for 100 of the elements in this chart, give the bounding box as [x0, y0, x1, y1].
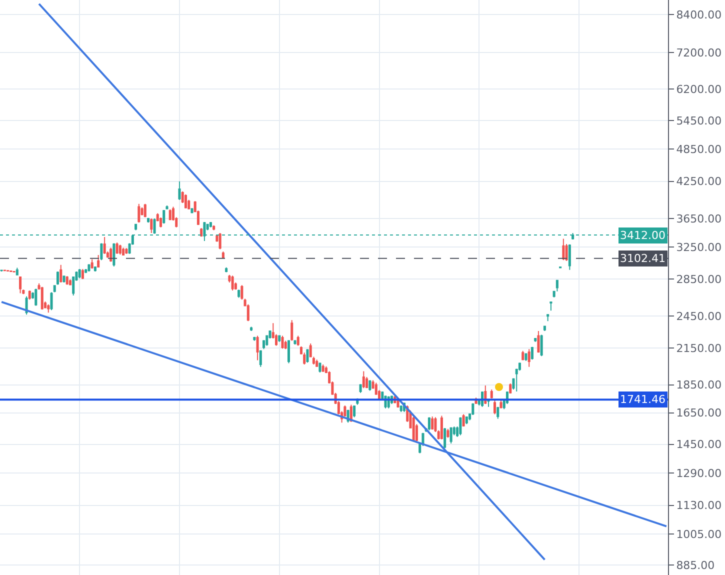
candlestick [19, 276, 22, 294]
candlestick [287, 340, 290, 364]
candlestick [543, 325, 546, 332]
candlestick [78, 268, 81, 279]
candlestick [231, 275, 234, 291]
candlestick [28, 290, 31, 300]
candlestick [253, 336, 256, 342]
candlestick [459, 416, 462, 436]
y-tick-label: 1850.00 [676, 378, 722, 392]
candlestick [368, 380, 372, 392]
candlestick [100, 242, 103, 261]
candlestick [500, 400, 502, 409]
candlestick [462, 414, 465, 427]
candlestick [262, 340, 266, 350]
y-tick-label: 1130.00 [676, 499, 722, 512]
candlestick [190, 208, 194, 214]
candlestick [250, 326, 253, 332]
candlestick [34, 288, 38, 306]
y-tick-label: 5450.00 [676, 114, 722, 128]
y-tick-label: 1450.00 [676, 438, 722, 452]
candlestick [40, 286, 44, 310]
candlestick [62, 275, 66, 284]
candlestick [540, 334, 543, 357]
candlestick [490, 388, 493, 399]
candlestick [524, 352, 528, 362]
candlestick [316, 359, 318, 368]
candlestick [88, 264, 90, 272]
candlestick [559, 266, 562, 269]
candlestick [353, 404, 356, 418]
candlestick [94, 266, 96, 272]
candlestick [3, 269, 6, 272]
candlestick [222, 251, 224, 260]
candlestick [493, 400, 496, 415]
candlestick [90, 258, 94, 270]
candlestick [318, 362, 322, 374]
candlestick [400, 404, 402, 413]
y-tick-label: 8400.00 [676, 8, 722, 22]
y-tick-label: 3650.00 [676, 212, 722, 226]
candlestick [178, 180, 181, 200]
candlestick [159, 217, 162, 228]
candlestick [528, 348, 530, 368]
candlestick [0, 269, 3, 272]
candlestick [284, 340, 287, 350]
candlestick [546, 314, 550, 322]
candlestick [431, 416, 434, 430]
y-tick-label: 2150.00 [676, 342, 722, 355]
y-tick-label: 4850.00 [676, 142, 722, 156]
y-tick-label: 885.00 [676, 558, 715, 572]
candlestick [266, 334, 268, 346]
y-tick-label: 1290.00 [676, 466, 722, 480]
ref-line-label: 1741.46 [620, 393, 666, 406]
candlestick [122, 247, 125, 256]
candlestick [530, 346, 534, 360]
candlestick [218, 232, 222, 250]
candlestick [116, 242, 118, 254]
candlestick [281, 335, 284, 350]
candlestick [362, 370, 365, 389]
candlestick [238, 289, 240, 298]
y-tick-label: 4250.00 [676, 175, 722, 188]
candlestick [278, 334, 281, 342]
candlestick [53, 284, 56, 293]
candlestick [537, 330, 540, 354]
candlestick [97, 254, 100, 268]
candlestick [396, 400, 400, 408]
ref-line-label: 3102.41 [620, 252, 666, 265]
candlestick [47, 304, 50, 314]
candlestick [568, 244, 571, 270]
candlestick [259, 350, 262, 368]
candlestick [144, 203, 146, 218]
candlestick [496, 406, 500, 420]
candlestick [125, 248, 128, 254]
candlestick [68, 279, 72, 286]
candlestick [118, 244, 122, 256]
candlestick [374, 382, 378, 396]
y-tick-label: 1650.00 [676, 406, 722, 420]
candlestick [153, 218, 156, 234]
candlestick [138, 203, 140, 224]
candlestick [112, 242, 116, 268]
candlestick [66, 276, 68, 286]
y-tick-label: 7200.00 [676, 46, 722, 60]
y-tick-label: 2450.00 [676, 310, 722, 323]
candlestick [359, 384, 362, 394]
candlestick [444, 428, 446, 449]
candlestick [162, 210, 166, 224]
candlestick [562, 238, 565, 261]
candlestick [209, 221, 212, 228]
candlestick [290, 320, 294, 342]
ref-line-label: 3412.00 [620, 229, 666, 242]
candlestick [110, 247, 112, 262]
candlestick [81, 268, 84, 280]
candlestick [134, 223, 138, 231]
candlestick [534, 337, 537, 342]
candlestick [200, 228, 203, 238]
candlestick [16, 267, 18, 276]
candlestick [440, 415, 443, 440]
y-tick-label: 3250.00 [676, 240, 722, 254]
candlestick [50, 292, 53, 311]
candlestick [60, 264, 62, 284]
candlestick [225, 266, 228, 273]
candlestick [147, 217, 150, 224]
